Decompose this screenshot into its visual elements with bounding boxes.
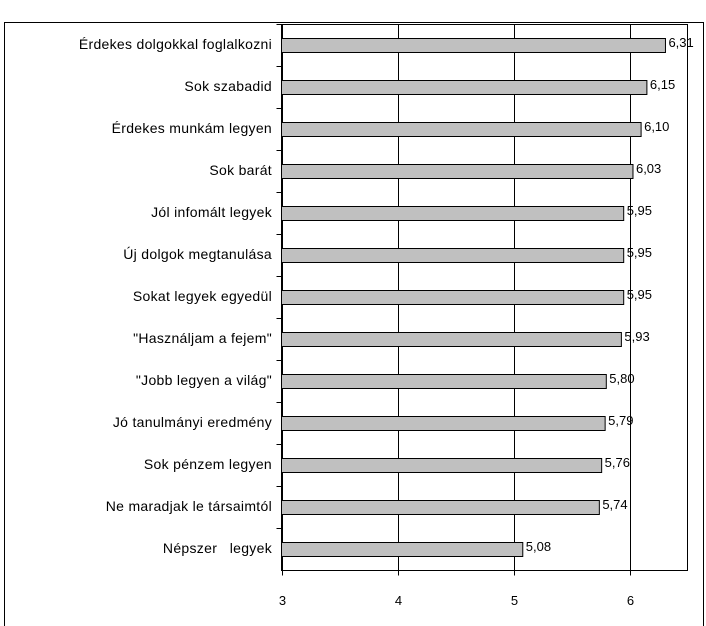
x-tick-label: 6 (627, 593, 634, 608)
bar (281, 542, 524, 557)
category-label: Sok barát (209, 162, 272, 178)
category-label: Sok pénzem legyen (144, 456, 272, 472)
bar (281, 458, 603, 473)
bar (281, 206, 625, 221)
category-label: Jó tanulmányi eredmény (113, 414, 272, 430)
category-label: Új dolgok megtanulása (123, 246, 272, 262)
category-label: Jól infomált legyek (151, 204, 273, 220)
value-label: 5,74 (602, 497, 627, 512)
x-tick-label: 3 (279, 593, 286, 608)
category-label: Sok szabadid (184, 78, 272, 94)
value-label: 6,31 (668, 35, 693, 50)
bar (281, 80, 648, 95)
value-label: 6,03 (636, 161, 661, 176)
bar (281, 38, 666, 53)
category-label: "Jobb legyen a világ" (136, 372, 272, 388)
value-label: 5,79 (608, 413, 633, 428)
value-label: 5,08 (526, 539, 551, 554)
category-label: Népszer legyek (163, 540, 273, 556)
bar (281, 164, 634, 179)
category-label: Ne maradjak le társaimtól (106, 498, 272, 514)
bar (281, 248, 625, 263)
value-label: 5,80 (609, 371, 634, 386)
category-label: Érdekes munkám legyen (112, 120, 272, 136)
value-label: 5,76 (605, 455, 630, 470)
x-tick-label: 5 (511, 593, 518, 608)
category-label: Sokat legyek egyedül (133, 288, 272, 304)
bar (281, 290, 625, 305)
bar (281, 416, 606, 431)
bar (281, 122, 642, 137)
value-label: 5,95 (627, 203, 652, 218)
x-tick-label: 4 (395, 593, 402, 608)
category-label: Érdekes dolgokkal foglalkozni (79, 36, 272, 52)
bar (281, 374, 607, 389)
bar (281, 500, 600, 515)
chart-frame (4, 22, 704, 626)
value-label: 5,95 (627, 287, 652, 302)
value-label: 6,10 (644, 119, 669, 134)
value-label: 5,95 (627, 245, 652, 260)
category-label: "Használjam a fejem" (133, 330, 272, 346)
value-label: 5,93 (624, 329, 649, 344)
bar (281, 332, 622, 347)
value-label: 6,15 (650, 77, 675, 92)
